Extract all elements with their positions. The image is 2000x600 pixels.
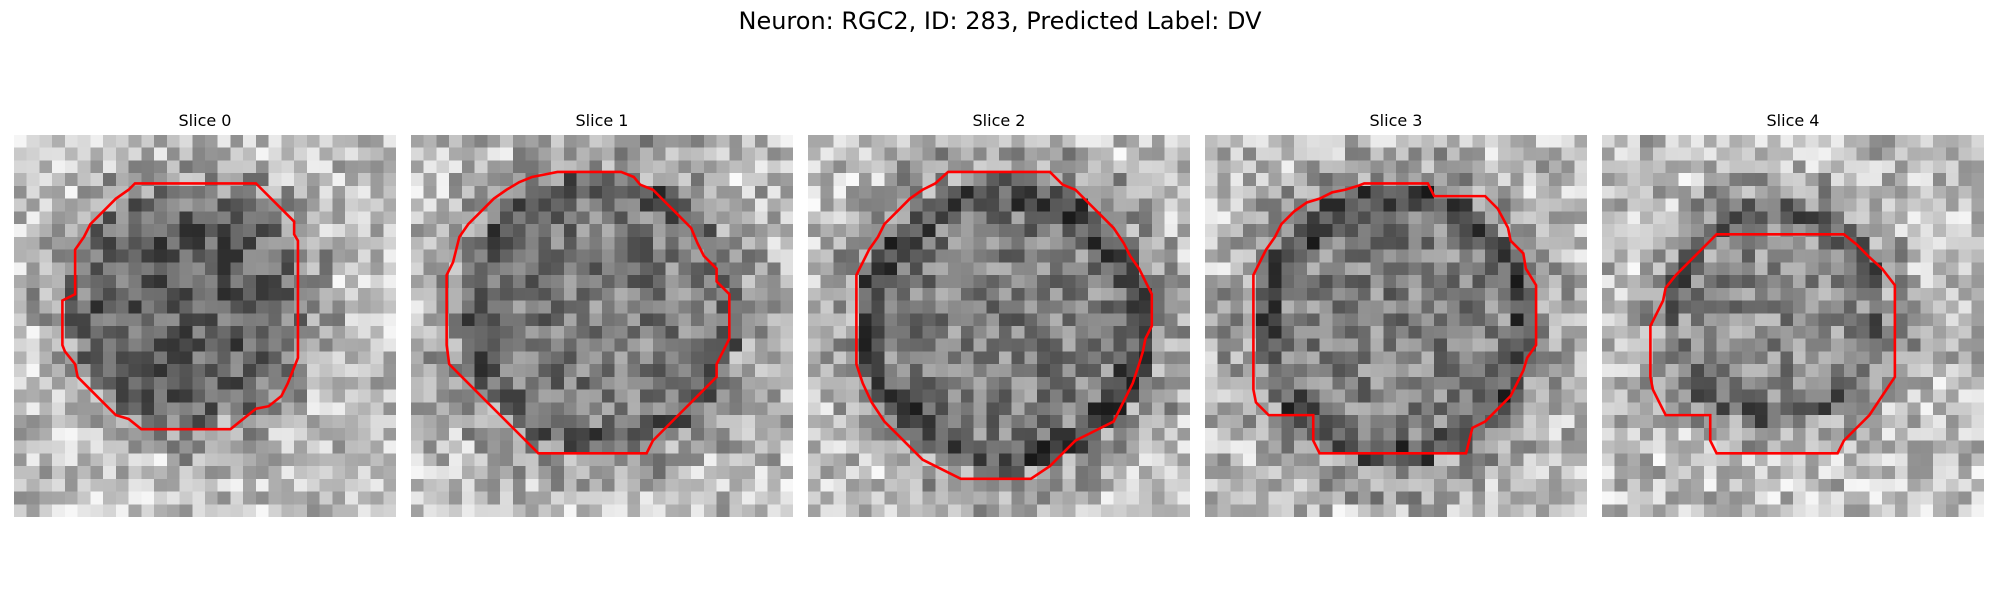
slice-image-2 (808, 135, 1190, 517)
pixel-cells (1602, 135, 1984, 517)
slice-image-1 (411, 135, 793, 517)
slice-panel-2: Slice 2 (808, 110, 1190, 517)
slice-panel-3: Slice 3 (1205, 110, 1587, 517)
segmentation-contour (1252, 182, 1538, 455)
slice-title-1: Slice 1 (575, 111, 629, 130)
segmentation-contour (61, 182, 300, 431)
slice-pixel-grid (808, 135, 1190, 517)
slice-title-4: Slice 4 (1766, 111, 1820, 130)
slice-image-3 (1205, 135, 1587, 517)
slice-panel-4: Slice 4 (1602, 110, 1984, 517)
pixel-cells (14, 135, 396, 517)
segmentation-contour (855, 170, 1154, 481)
slice-image-4 (1602, 135, 1984, 517)
slice-title-0: Slice 0 (178, 111, 232, 130)
segmentation-contour (1649, 233, 1897, 455)
slice-image-0 (14, 135, 396, 517)
slice-pixel-grid (14, 135, 396, 517)
pixel-cells (411, 135, 793, 517)
slice-title-3: Slice 3 (1369, 111, 1423, 130)
slice-pixel-grid (411, 135, 793, 517)
pixel-cells (1205, 135, 1587, 517)
slice-panel-1: Slice 1 (411, 110, 793, 517)
figure-title: Neuron: RGC2, ID: 283, Predicted Label: … (738, 7, 1262, 35)
slice-pixel-grid (1205, 135, 1587, 517)
slice-panel-0: Slice 0 (14, 110, 396, 517)
pixel-cells (808, 135, 1190, 517)
segmentation-contour (445, 170, 731, 455)
slice-title-2: Slice 2 (972, 111, 1026, 130)
slice-pixel-grid (1602, 135, 1984, 517)
